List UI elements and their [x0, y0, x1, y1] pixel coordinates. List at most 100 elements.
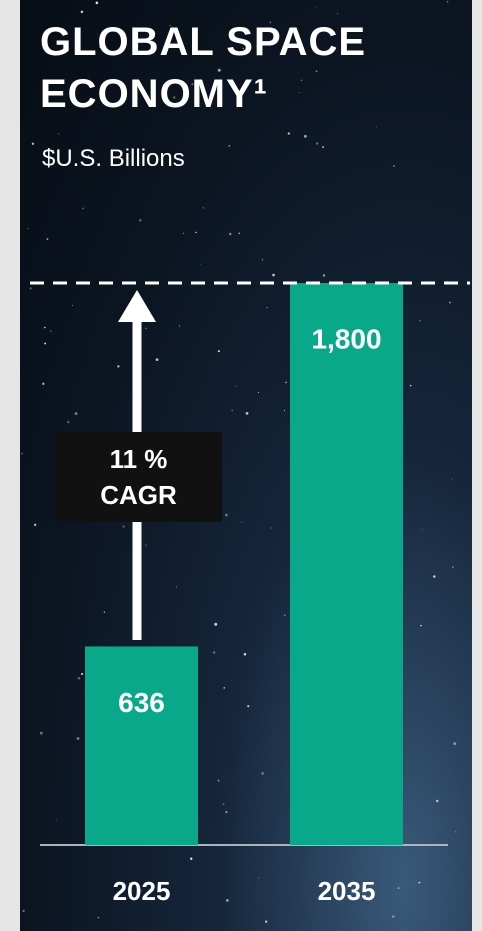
star [452, 566, 454, 568]
value-label: 636 [118, 687, 165, 718]
star [99, 45, 103, 49]
star [122, 525, 125, 528]
star [315, 70, 318, 73]
star [392, 915, 395, 918]
star [199, 263, 201, 265]
star [74, 412, 78, 416]
star [21, 452, 23, 455]
star [397, 887, 400, 889]
star [80, 672, 84, 676]
star [217, 779, 220, 782]
star [144, 327, 147, 330]
bar [85, 646, 198, 845]
star [169, 25, 171, 27]
star [322, 146, 325, 149]
star [190, 857, 193, 861]
star [235, 385, 237, 387]
x-tick-label: 2035 [318, 876, 376, 906]
star [42, 382, 45, 385]
star [58, 133, 60, 135]
bar [290, 283, 403, 845]
star [241, 521, 243, 523]
star [258, 391, 260, 394]
star [222, 803, 225, 806]
star [76, 737, 80, 740]
star [71, 304, 73, 306]
star [419, 320, 421, 322]
star [29, 287, 32, 290]
star [375, 126, 377, 128]
star [87, 155, 90, 157]
star [449, 301, 451, 304]
star [217, 68, 221, 72]
star [46, 238, 49, 241]
star [283, 410, 285, 412]
star [95, 1, 99, 5]
annotation-box: 11 % CAGR [55, 432, 222, 522]
star [436, 799, 439, 803]
star [285, 381, 287, 384]
star [261, 772, 264, 775]
star [261, 258, 264, 261]
star [228, 144, 231, 147]
star [97, 916, 100, 919]
star [314, 6, 316, 8]
star [117, 365, 120, 368]
star [44, 326, 46, 329]
star [299, 92, 301, 94]
star [304, 134, 307, 138]
star [451, 478, 453, 480]
star [50, 330, 52, 332]
star [153, 929, 155, 931]
star [39, 731, 43, 735]
star [247, 705, 250, 708]
star [179, 325, 181, 327]
star [141, 890, 142, 891]
star [77, 676, 81, 680]
star [82, 207, 84, 210]
star [217, 350, 220, 353]
star [56, 819, 58, 821]
x-tick-label: 2025 [113, 876, 171, 906]
star [231, 409, 234, 412]
star [316, 142, 319, 145]
star [224, 513, 228, 517]
star [258, 877, 260, 879]
star [238, 232, 241, 235]
star [337, 13, 339, 15]
star [223, 687, 226, 689]
star [33, 523, 37, 527]
star [272, 273, 275, 277]
chart-subtitle: $U.S. Billions [42, 145, 185, 172]
star [155, 358, 159, 362]
star [27, 227, 29, 229]
star [139, 219, 142, 222]
star [97, 34, 99, 36]
star [195, 231, 197, 234]
star [214, 622, 218, 626]
star [393, 165, 395, 167]
star [67, 420, 70, 424]
star [22, 909, 25, 913]
star [145, 544, 147, 546]
star [53, 149, 55, 151]
star [103, 611, 106, 613]
star [31, 142, 35, 145]
star [409, 384, 412, 387]
star [129, 882, 131, 884]
star [300, 79, 303, 82]
star [44, 342, 47, 345]
star [433, 575, 436, 578]
star [266, 307, 268, 309]
star [455, 831, 457, 833]
value-label: 1,800 [311, 323, 381, 354]
star [173, 96, 176, 99]
star [212, 651, 216, 654]
star [225, 898, 229, 902]
star [80, 10, 84, 14]
annotation: 11 % CAGR [100, 444, 177, 510]
star [269, 21, 272, 24]
star [420, 624, 422, 627]
